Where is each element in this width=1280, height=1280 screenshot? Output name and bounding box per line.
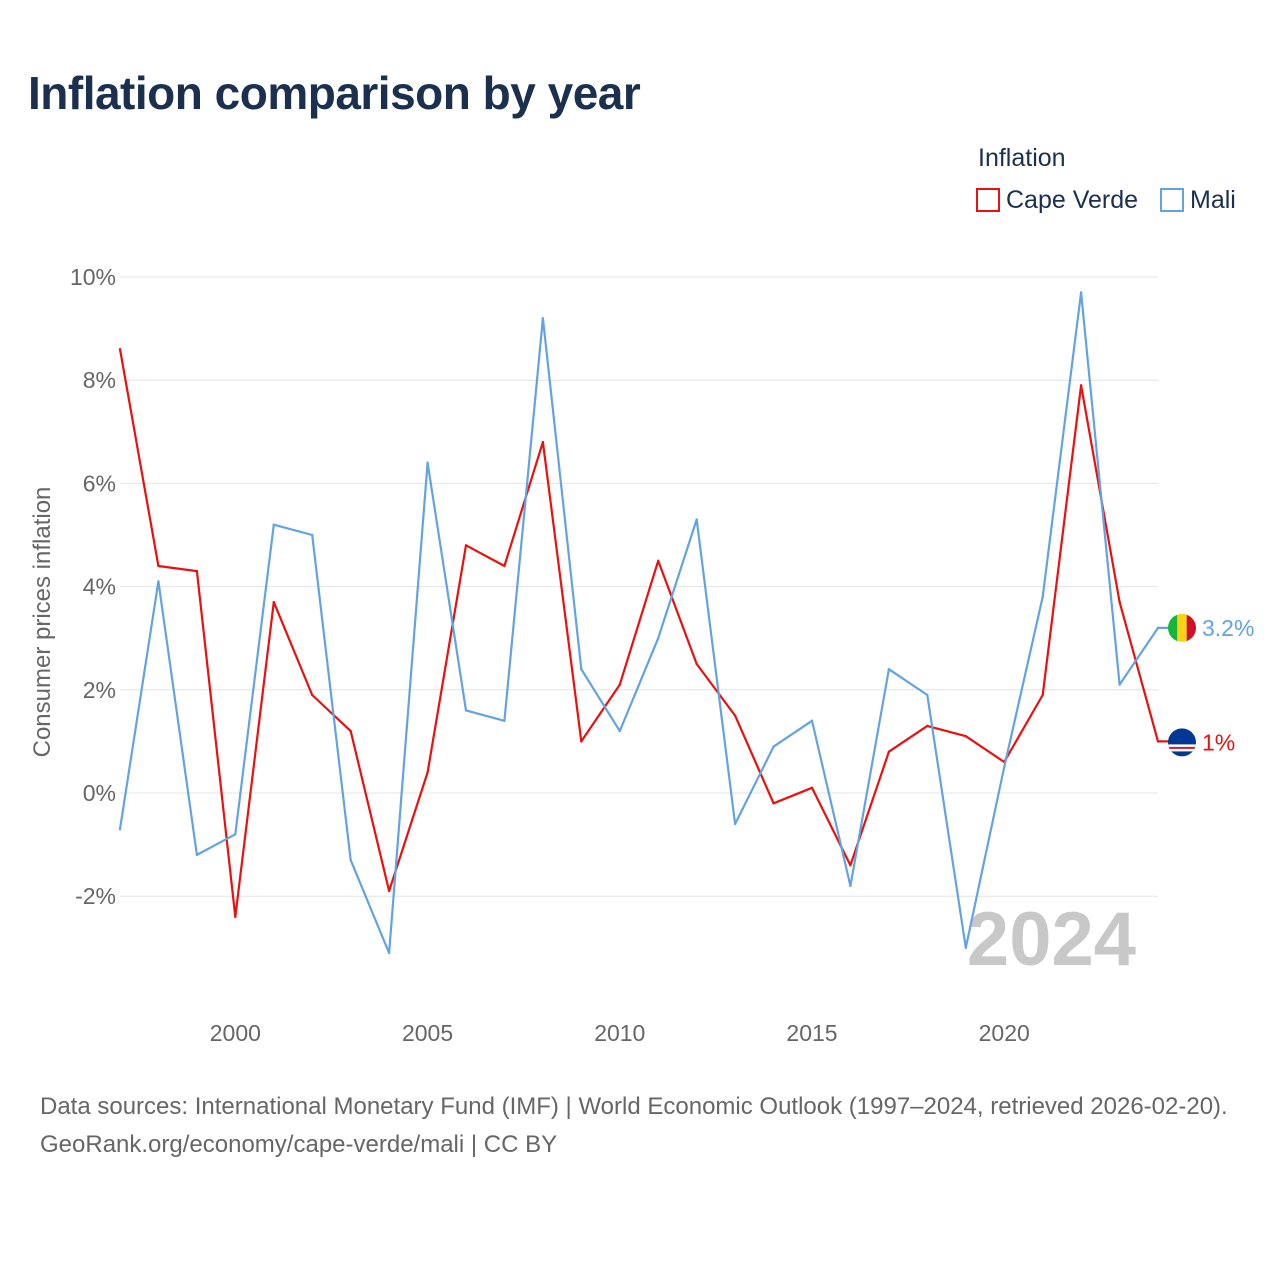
y-tick-label: 10%	[70, 264, 116, 290]
line-chart: -2% 0% 2% 4% 6% 8% 10% 2000 2005 2010 2015 2020 20…	[29, 264, 1254, 1046]
legend-swatch-cape-verde	[976, 188, 1000, 212]
data-point-mali	[887, 667, 891, 671]
y-tick-label: 4%	[83, 574, 116, 600]
data-point-cape-verde	[733, 714, 737, 717]
data-point-cape-verde	[849, 864, 852, 867]
data-point-cape-verde	[657, 559, 660, 562]
data-point-cape-verde	[118, 348, 122, 351]
data-point-mali	[657, 637, 660, 640]
flag-stripes	[1168, 613, 1196, 642]
x-tick-label: 2000	[210, 1020, 261, 1046]
data-point-cape-verde	[1156, 740, 1160, 743]
flag-field-blue	[1168, 728, 1196, 757]
y-tick-label: -2%	[75, 883, 116, 909]
data-point-mali	[426, 461, 429, 464]
data-point-cape-verde	[887, 750, 891, 753]
data-point-cape-verde	[695, 662, 698, 666]
data-point-cape-verde	[1041, 693, 1044, 697]
chart-title: Inflation comparison by year	[28, 67, 641, 119]
data-point-mali	[503, 719, 506, 722]
legend-label-mali: Mali	[1190, 185, 1236, 214]
flag-stripe-red	[1168, 746, 1196, 749]
data-point-cape-verde	[1118, 600, 1121, 604]
data-point-cape-verde	[772, 802, 775, 805]
data-point-mali	[1118, 683, 1121, 686]
data-point-mali	[157, 580, 160, 583]
footer-credit: GeoRank.org/economy/cape-verde/mali | CC…	[40, 1131, 558, 1158]
y-axis-label: Consumer prices inflation	[29, 487, 56, 758]
data-point-mali	[234, 833, 237, 836]
data-point-cape-verde	[1079, 384, 1083, 387]
data-point-mali	[1156, 626, 1160, 630]
data-point-cape-verde	[195, 569, 199, 573]
data-point-mali	[311, 533, 314, 537]
end-label-mali: 3.2%	[1202, 615, 1254, 641]
legend-swatch-mali	[1160, 188, 1184, 212]
data-point-mali	[349, 858, 352, 862]
data-point-mali	[1041, 595, 1044, 599]
flag-stripe-red	[1186, 613, 1196, 642]
data-point-cape-verde	[234, 915, 237, 919]
series-line-mali	[118, 291, 1176, 955]
data-point-mali	[849, 884, 852, 888]
data-point-mali	[695, 518, 698, 521]
data-point-mali	[195, 853, 199, 857]
grid-lines	[120, 276, 1158, 897]
x-tick-label: 2010	[594, 1020, 645, 1046]
data-point-cape-verde	[387, 889, 391, 893]
footer-sources: Data sources: International Monetary Fun…	[40, 1093, 1228, 1120]
data-point-cape-verde	[311, 693, 314, 697]
data-point-mali	[1079, 291, 1083, 294]
data-point-cape-verde	[810, 786, 814, 790]
cape-verde-flag-icon	[1168, 728, 1196, 757]
data-point-cape-verde	[580, 740, 583, 743]
data-point-mali	[464, 709, 468, 712]
data-point-mali	[387, 951, 391, 955]
data-point-mali	[926, 693, 929, 697]
x-axis-ticks: 2000 2005 2010 2015 2020	[210, 1020, 1030, 1046]
data-point-cape-verde	[503, 564, 506, 568]
data-point-cape-verde	[926, 724, 929, 728]
data-point-mali	[580, 667, 583, 671]
data-point-cape-verde	[964, 735, 967, 738]
series-lines	[118, 291, 1176, 955]
legend-item-mali[interactable]: Mali	[1160, 184, 1236, 216]
data-point-mali	[810, 719, 814, 722]
data-point-mali	[733, 822, 737, 826]
y-axis-ticks: -2% 0% 2% 4% 6% 8% 10%	[70, 264, 116, 909]
y-tick-label: 0%	[83, 780, 116, 806]
legend-label-cape-verde: Cape Verde	[1006, 185, 1139, 214]
end-label-cape-verde: 1%	[1202, 729, 1235, 755]
data-point-cape-verde	[272, 600, 275, 604]
legend-title: Inflation	[978, 144, 1066, 172]
data-point-mali	[618, 729, 621, 733]
data-point-cape-verde	[464, 544, 468, 547]
data-point-cape-verde	[349, 729, 352, 733]
year-watermark: 2024	[967, 897, 1136, 982]
mali-flag-icon	[1168, 613, 1196, 642]
y-tick-label: 2%	[83, 677, 116, 703]
footer: Data sources: International Monetary Fun…	[40, 1088, 1250, 1164]
data-point-mali	[772, 745, 775, 748]
x-tick-label: 2005	[402, 1020, 453, 1046]
flag-stripe-green	[1168, 613, 1178, 642]
data-point-mali	[1003, 766, 1006, 769]
y-tick-label: 6%	[83, 470, 116, 496]
data-point-mali	[118, 827, 122, 831]
data-point-cape-verde	[157, 564, 160, 568]
data-point-mali	[964, 946, 967, 949]
data-point-cape-verde	[541, 440, 545, 444]
series-line-cape-verde	[118, 349, 1176, 918]
series-end-labels: 1% 3.2%	[1168, 613, 1254, 757]
data-point-cape-verde	[426, 771, 429, 774]
data-point-mali	[541, 317, 545, 320]
legend-item-cape-verde[interactable]: Cape Verde	[976, 184, 1138, 216]
y-tick-label: 8%	[83, 367, 116, 393]
flag-stripes	[1168, 728, 1196, 757]
data-point-cape-verde	[618, 683, 621, 686]
flag-stripe-yellow	[1177, 613, 1187, 642]
data-point-mali	[272, 523, 275, 526]
x-tick-label: 2020	[979, 1020, 1030, 1046]
x-tick-label: 2015	[786, 1020, 837, 1046]
